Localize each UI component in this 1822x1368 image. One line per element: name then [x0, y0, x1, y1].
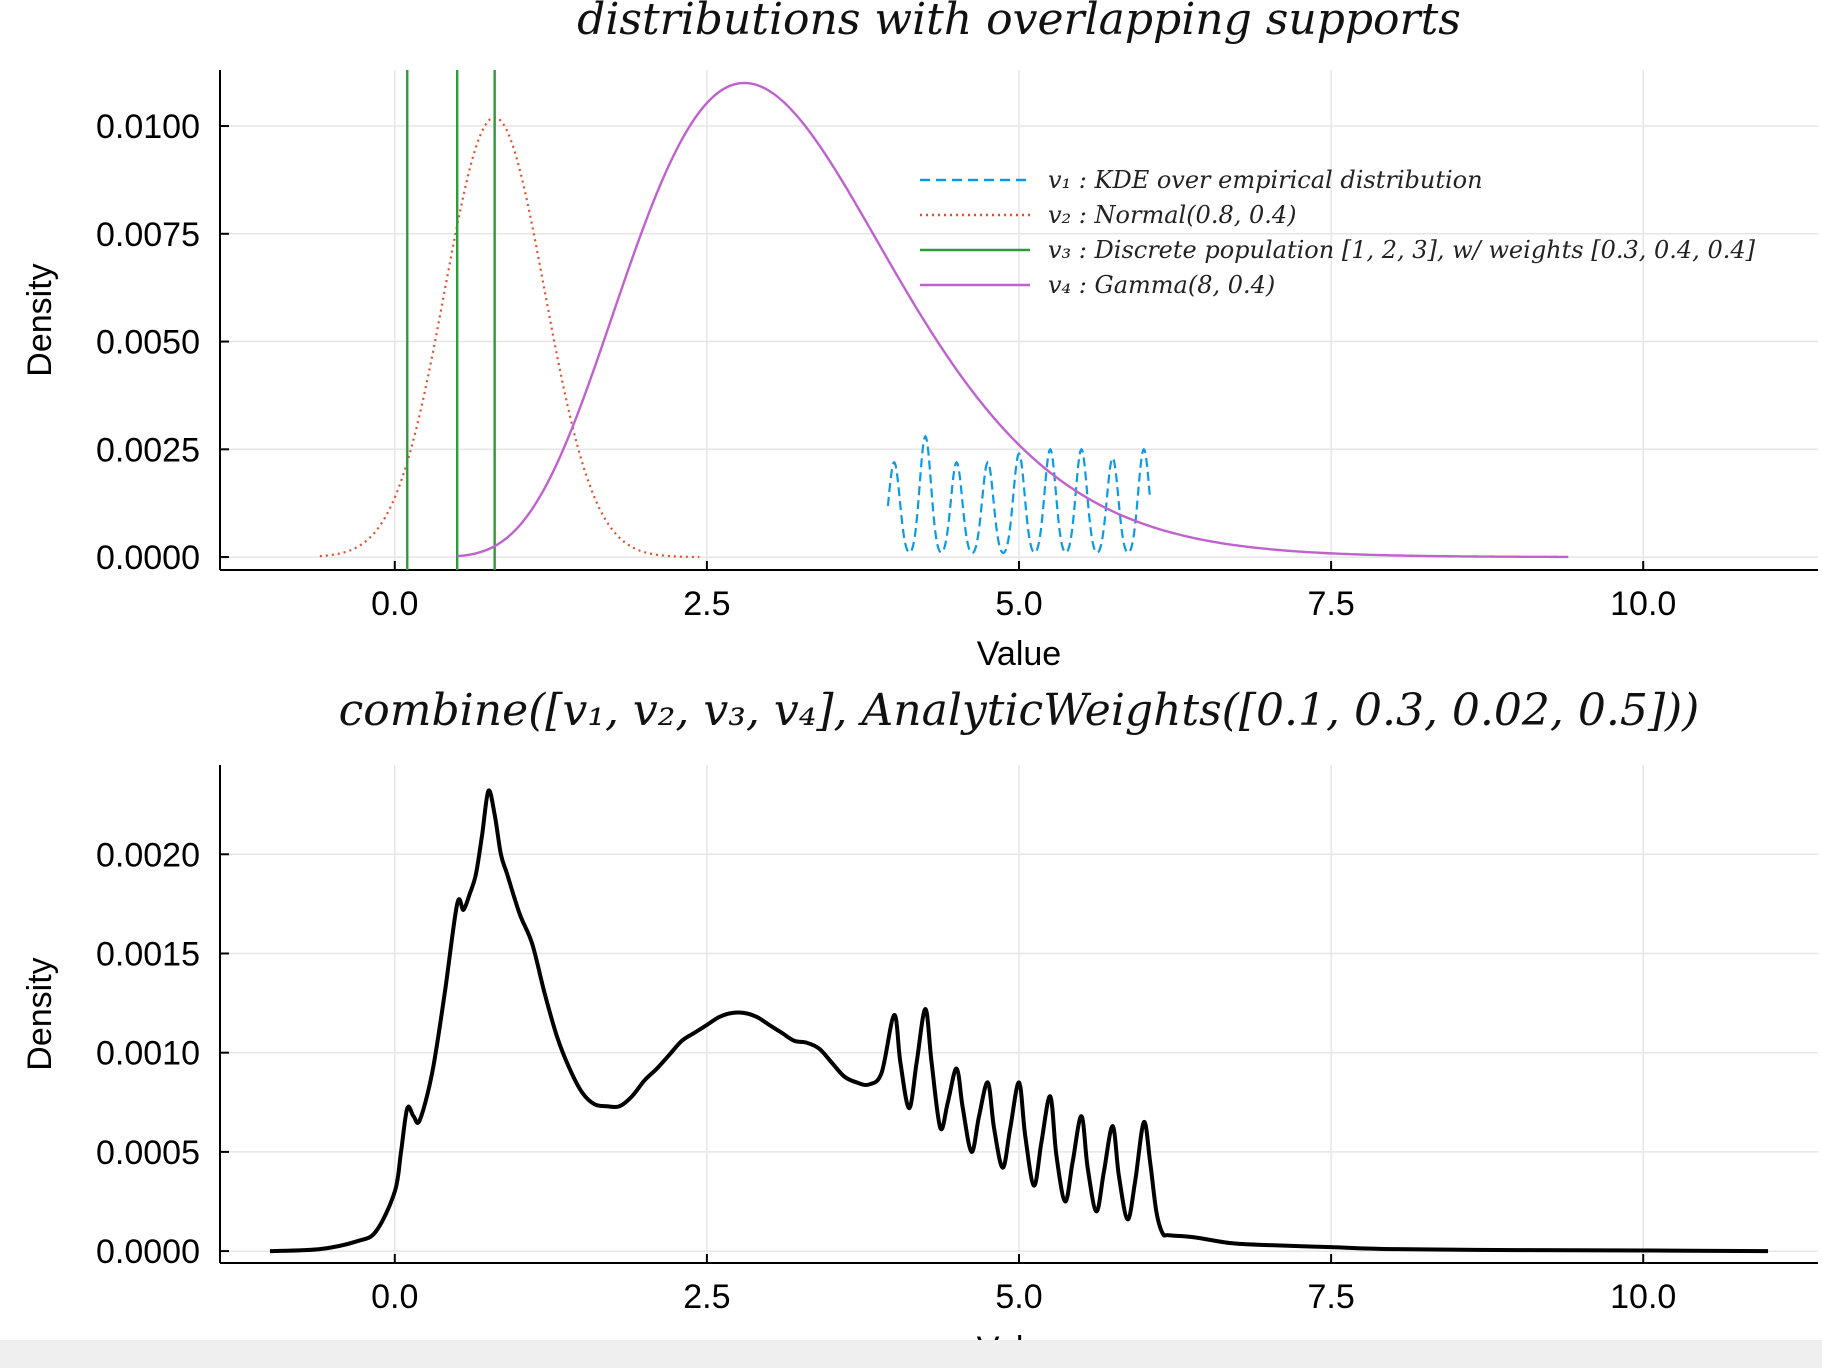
- x-tick-label: 5.0: [995, 585, 1042, 623]
- y-tick-label: 0.0010: [96, 1035, 200, 1073]
- legend-entry-label: v₁ : KDE over empirical distribution: [1048, 166, 1483, 194]
- top-x-axis-label: Value: [977, 635, 1061, 673]
- y-tick-label: 0.0050: [96, 324, 200, 362]
- x-tick-label: 7.5: [1307, 1278, 1354, 1316]
- bottom-series: [269, 788, 1769, 1254]
- x-tick-label: 7.5: [1307, 585, 1354, 623]
- top-y-axis-label: Density: [21, 263, 59, 376]
- top-chart-title: distributions with overlapping supports: [577, 0, 1461, 45]
- bottom-y-axis-label: Density: [21, 957, 59, 1070]
- gamma-series-line: [457, 81, 1569, 559]
- bottom-chart-title: combine([v₁, v₂, v₃, v₄], AnalyticWeight…: [339, 685, 1700, 736]
- y-tick-label: 0.0020: [96, 836, 200, 874]
- top-series: [319, 70, 1569, 570]
- x-tick-label: 5.0: [995, 1278, 1042, 1316]
- bottom-grid: [220, 765, 1818, 1263]
- top-axes: 0.0 2.5 5.0 7.5 10.0 0.0000 0.0025 0.0050 0.0075…: [96, 70, 1818, 623]
- legend-entry-label: v₄ : Gamma(8, 0.4): [1048, 271, 1275, 299]
- y-tick-label: 0.0000: [96, 1233, 200, 1271]
- top-legend: v₁ : KDE over empirical distribution v₂ :…: [920, 166, 1756, 299]
- y-tick-label: 0.0000: [96, 539, 200, 577]
- x-tick-label: 0.0: [371, 1278, 418, 1316]
- x-tick-label: 2.5: [683, 1278, 730, 1316]
- legend-entry-label: v₂ : Normal(0.8, 0.4): [1048, 201, 1297, 229]
- y-tick-label: 0.0075: [96, 216, 200, 254]
- kde-series-line: [886, 434, 1152, 555]
- x-tick-label: 2.5: [683, 585, 730, 623]
- x-tick-label: 0.0: [371, 585, 418, 623]
- combined-density-line: [269, 788, 1769, 1254]
- top-panel: distributions with overlapping supports …: [21, 0, 1818, 673]
- y-tick-label: 0.0025: [96, 431, 200, 469]
- x-tick-label: 10.0: [1610, 585, 1676, 623]
- y-tick-label: 0.0015: [96, 935, 200, 973]
- bottom-axes: 0.0 2.5 5.0 7.5 10.0 0.0000 0.0005 0.0010 0.0015…: [96, 765, 1818, 1316]
- y-tick-label: 0.0100: [96, 108, 200, 146]
- bottom-panel: combine([v₁, v₂, v₃, v₄], AnalyticWeight…: [21, 685, 1818, 1368]
- y-tick-label: 0.0005: [96, 1134, 200, 1172]
- top-grid: [220, 70, 1818, 570]
- bottom-fade: [0, 1340, 1822, 1368]
- x-tick-label: 10.0: [1610, 1278, 1676, 1316]
- normal-series-line: [319, 116, 700, 559]
- legend-entry-label: v₃ : Discrete population [1, 2, 3], w/ w…: [1048, 236, 1756, 264]
